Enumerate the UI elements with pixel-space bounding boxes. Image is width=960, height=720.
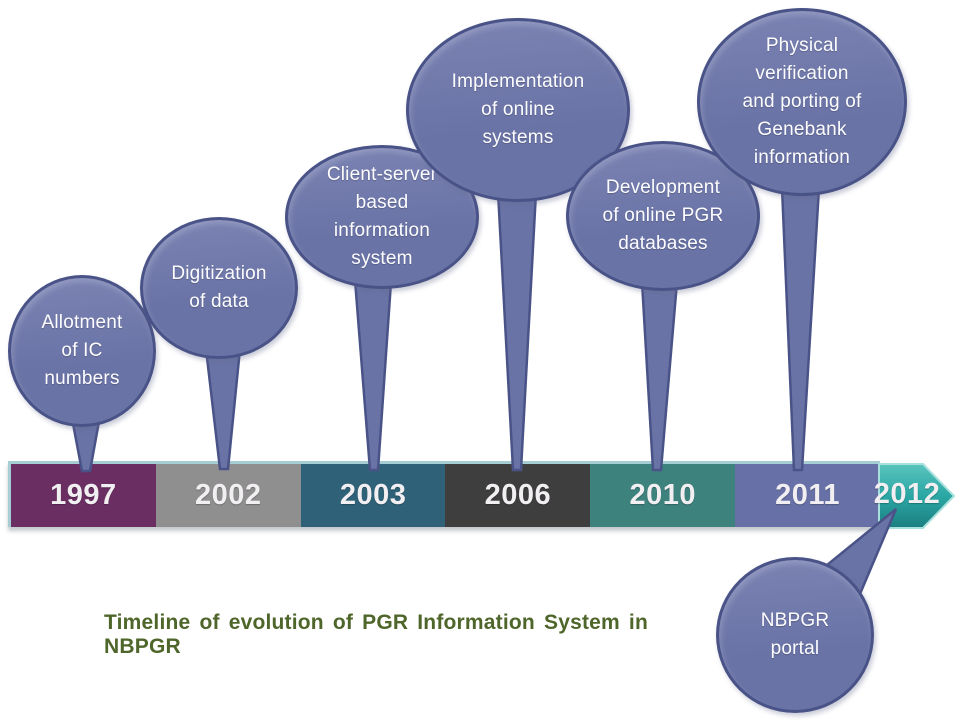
balloon-tail-implementation (496, 190, 538, 472)
balloon-physical-verification-genebank: Physical verification and porting of Gen… (697, 8, 907, 196)
year-label: 2011 (775, 479, 841, 511)
balloon-label: Development of online PGR databases (602, 177, 724, 254)
balloon-digitization-of-data: Digitization of data (140, 217, 298, 359)
timeline-bar: 1997 2002 2003 2006 2010 2011 (8, 461, 880, 527)
slide-title: Timeline of evolution of PGR Information… (104, 611, 648, 658)
year-label: 1997 (50, 479, 117, 511)
balloon-label: Implementation of online systems (451, 71, 585, 148)
balloon-tail-development (640, 280, 679, 472)
balloon-tail-digitization (204, 347, 242, 471)
year-label: 2003 (339, 479, 407, 511)
timeline-segment-2006: 2006 (445, 464, 591, 527)
balloon-label: NBPGR portal (760, 610, 830, 659)
timeline-segment-2012: 2012 (874, 464, 940, 524)
timeline-segment-1997: 1997 (11, 464, 156, 527)
balloon-label: Allotment of IC numbers (41, 312, 123, 389)
balloon-label: Physical verification and porting of Gen… (742, 35, 862, 168)
year-label: 2012 (873, 477, 941, 510)
timeline-segment-2002: 2002 (155, 464, 301, 527)
year-label: 2002 (194, 479, 262, 511)
timeline-segment-2003: 2003 (300, 464, 446, 527)
balloon-tail-client-server (353, 278, 393, 472)
year-label: 2006 (484, 479, 552, 511)
balloon-label: Digitization of data (171, 263, 267, 312)
balloon-label: Client-server based information system (326, 164, 438, 269)
year-label: 2010 (629, 479, 696, 511)
balloon-tail-physical-verification (780, 186, 821, 472)
balloon-implementation-online-systems: Implementation of online systems (406, 18, 630, 202)
timeline-segment-2010: 2010 (590, 464, 736, 527)
balloon-nbpgr-portal: NBPGR portal (716, 557, 874, 713)
timeline-segment-2011: 2011 (735, 464, 880, 527)
timeline-arrow-2012 (878, 463, 956, 529)
balloon-allotment-ic-numbers: Allotment of IC numbers (8, 275, 156, 427)
